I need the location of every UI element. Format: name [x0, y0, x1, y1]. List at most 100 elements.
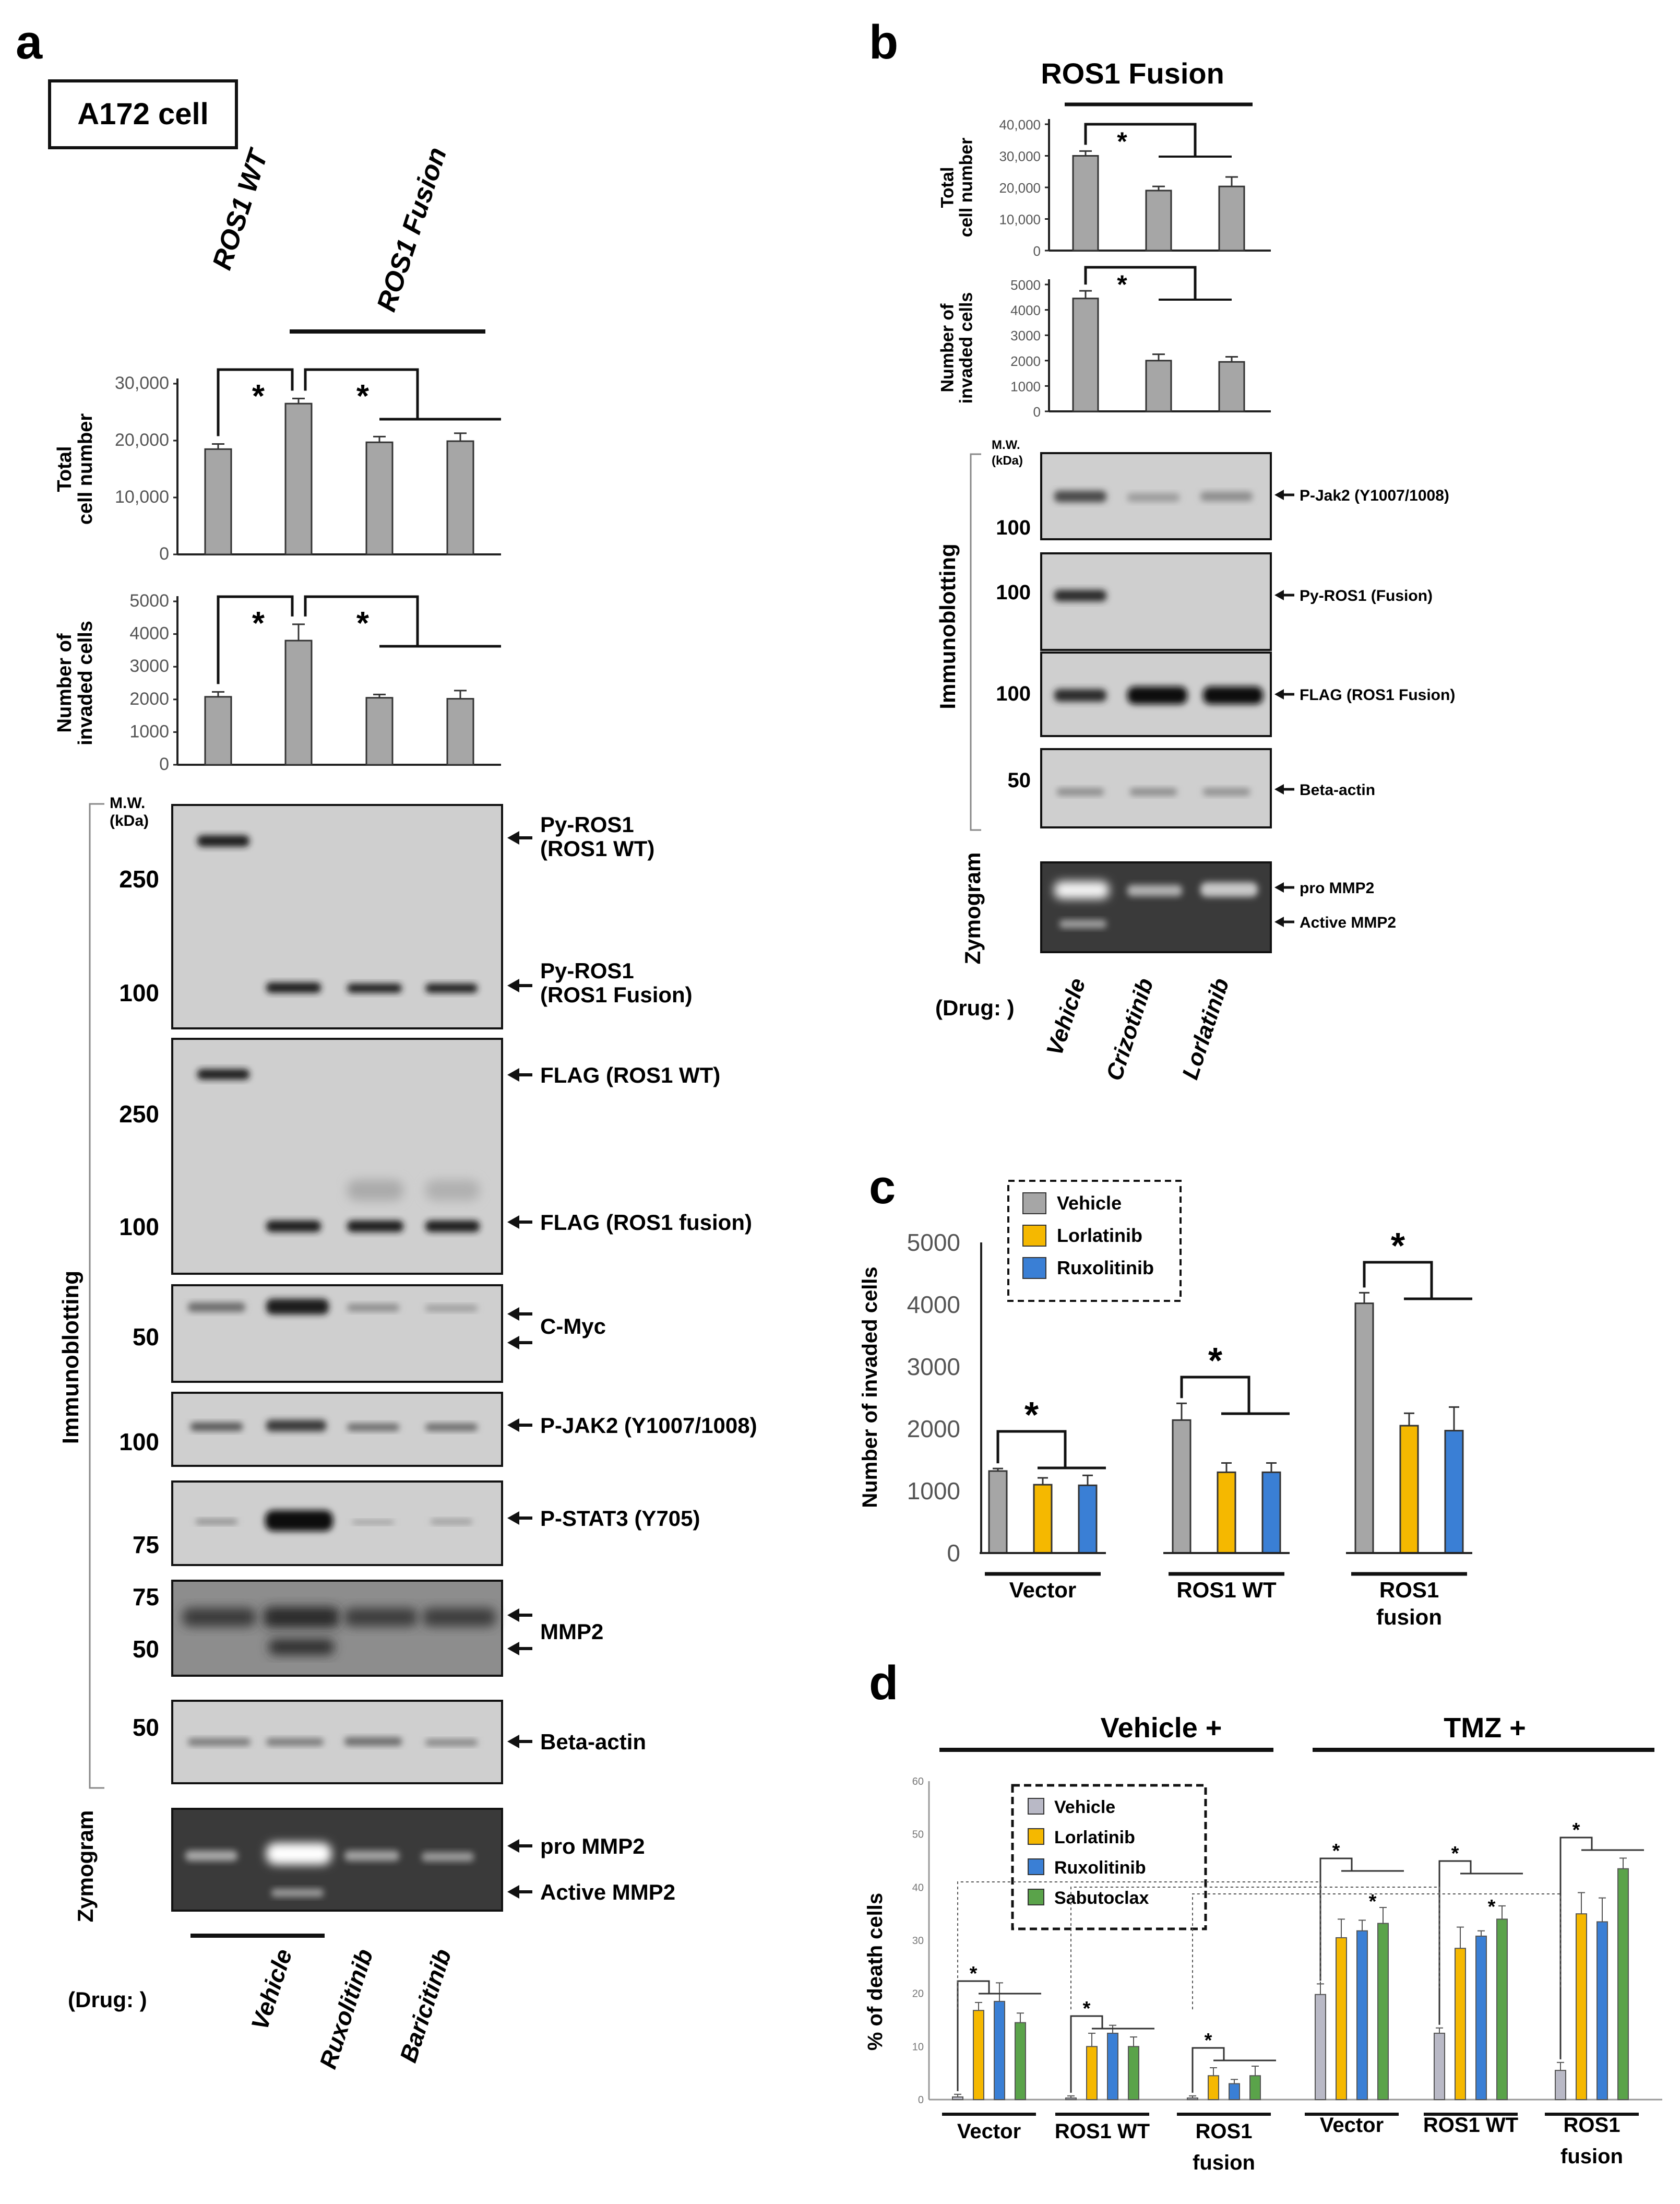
bar — [284, 639, 313, 766]
bar — [1015, 2022, 1026, 2100]
y-tick-label: 2000 — [907, 1415, 960, 1442]
bar — [1354, 1302, 1374, 1554]
text-line: ROS1 — [1379, 1578, 1439, 1602]
mw-a-100-1: 100 — [119, 979, 159, 1006]
y-tick-label: 50 — [912, 1829, 924, 1841]
x-tick-label: Vector — [1009, 1578, 1076, 1602]
mw-b-100-1: 100 — [996, 516, 1031, 539]
significance-bracket — [304, 595, 419, 646]
mw-a-250-1: 250 — [119, 866, 159, 893]
arrow-icon — [507, 1511, 532, 1525]
panel-letter-c: c — [869, 1160, 896, 1214]
y-tick-label: 10,000 — [115, 487, 169, 507]
significance-bracket — [217, 595, 294, 684]
blot-label-b-py-ros1: Py-ROS1 (Fusion) — [1300, 587, 1433, 605]
legend-label: Vehicle — [1057, 1192, 1122, 1214]
y-tick-label: 4000 — [1010, 303, 1041, 318]
bar — [1356, 1930, 1368, 2100]
panel-a-blot-labels: Py-ROS1 (ROS1 WT) Py-ROS1 (ROS1 Fusion) FL… — [507, 812, 757, 1904]
bar — [1218, 361, 1245, 412]
bar — [1399, 1425, 1419, 1554]
text-line: Number of — [938, 303, 958, 393]
arrow-icon — [507, 1608, 532, 1622]
significance-bracket — [1363, 1261, 1433, 1299]
immunoblot-bracket-a — [89, 803, 104, 1789]
x-tick-label: ROS1 WT — [1423, 2114, 1518, 2137]
arrow-icon — [507, 1418, 532, 1432]
legend-label: Vehicle — [1054, 1797, 1115, 1817]
drug-b-lorlatinib: Lorlatinib — [1177, 975, 1234, 1083]
text-line: ROS1 — [1196, 2120, 1253, 2143]
y-tick-label: 40 — [912, 1882, 924, 1893]
bar — [952, 2096, 963, 2101]
bar — [1107, 2032, 1118, 2101]
bar — [1217, 1471, 1236, 1554]
text-line: Py-ROS1 — [540, 958, 634, 983]
y-axis-label: Totalcell number — [54, 413, 97, 525]
bar — [446, 440, 474, 555]
mw-header-b-kda: (kDa) — [992, 454, 1023, 468]
blot-label-py-ros1-fusion: Py-ROS1 (ROS1 Fusion) — [540, 958, 693, 1007]
text-line: ROS1 — [1564, 2114, 1621, 2137]
bar — [1072, 155, 1099, 252]
significance-star: * — [1572, 1819, 1580, 1841]
x-tick-label: Vector — [1320, 2114, 1384, 2137]
blot-a-mmp2 — [171, 1580, 503, 1677]
legend-swatch — [1028, 1828, 1044, 1845]
blot-label-b-flag: FLAG (ROS1 Fusion) — [1300, 686, 1455, 704]
significance-star: * — [1332, 1840, 1340, 1862]
bar — [1187, 2097, 1198, 2100]
significance-bracket — [1070, 2015, 1103, 2093]
significance-star: * — [1451, 1843, 1459, 1865]
significance-star: * — [252, 378, 265, 414]
group-label-fusion: ROS1 Fusion — [371, 144, 452, 315]
y-tick-label: 3000 — [129, 656, 169, 676]
y-tick-label: 2000 — [1010, 353, 1041, 369]
y-tick-label: 0 — [947, 1539, 960, 1567]
arrow-icon — [507, 1215, 532, 1229]
blot-a-c-myc — [171, 1284, 503, 1383]
bar — [1617, 1868, 1629, 2100]
significance-bracket — [1192, 2047, 1225, 2093]
mw-a-50-7: 50 — [133, 1714, 159, 1741]
zymogram-b — [1040, 861, 1272, 953]
chart-a-invaded-cells: 0 1000 2000 3000 4000 5000 Number ofinvaded ce… — [54, 591, 501, 774]
panel-a-header: A172 cell ROS1 WT ROS1 Fusion — [48, 79, 485, 334]
mw-a-100-4: 100 — [119, 1428, 159, 1455]
arrow-icon — [507, 1885, 532, 1899]
bar — [446, 698, 474, 766]
panel-letter-b: b — [869, 16, 898, 69]
y-tick-label: 0 — [159, 544, 169, 564]
text-line: cell number — [956, 138, 976, 238]
text-line: ROS1 WT — [1423, 2114, 1518, 2137]
blot-label-b-beta-actin: Beta-actin — [1300, 781, 1375, 799]
group-label-wt: ROS1 WT — [207, 144, 275, 273]
drug-label-b: (Drug: ) — [935, 996, 1015, 1020]
significance-bracket — [1084, 266, 1197, 300]
text-line: (ROS1 Fusion) — [540, 982, 693, 1007]
significance-bracket — [1084, 123, 1197, 157]
text-line: Vector — [957, 2120, 1021, 2143]
text-line: Vector — [1320, 2114, 1384, 2137]
text-line: ROS1 WT — [1176, 1578, 1277, 1602]
blot-label-p-jak2: P-JAK2 (Y1007/1008) — [540, 1413, 757, 1438]
text-line: invaded cells — [956, 292, 976, 404]
legend-label: Ruxolitinib — [1054, 1858, 1146, 1878]
bar — [1496, 1918, 1508, 2100]
panel-letter-a: a — [16, 16, 43, 69]
mw-header-a-kda: (kDa) — [110, 812, 149, 830]
text-line: ROS1 WT — [1055, 2120, 1150, 2143]
y-tick-label: 5000 — [907, 1229, 960, 1256]
bar — [1033, 1484, 1053, 1554]
mw-b-50-4: 50 — [1008, 769, 1031, 792]
legend-label: Lorlatinib — [1057, 1225, 1142, 1246]
y-tick-label: 20 — [912, 1988, 924, 2000]
arrow-icon — [507, 831, 532, 845]
y-tick-label: 40,000 — [999, 117, 1041, 133]
text-line: Py-ROS1 — [540, 812, 634, 837]
drug-b-crizotinib: Crizotinib — [1101, 975, 1158, 1084]
y-tick-label: 20,000 — [115, 430, 169, 450]
bar — [1145, 360, 1172, 412]
bar — [1596, 1921, 1608, 2101]
y-tick-label: 30,000 — [115, 373, 169, 393]
